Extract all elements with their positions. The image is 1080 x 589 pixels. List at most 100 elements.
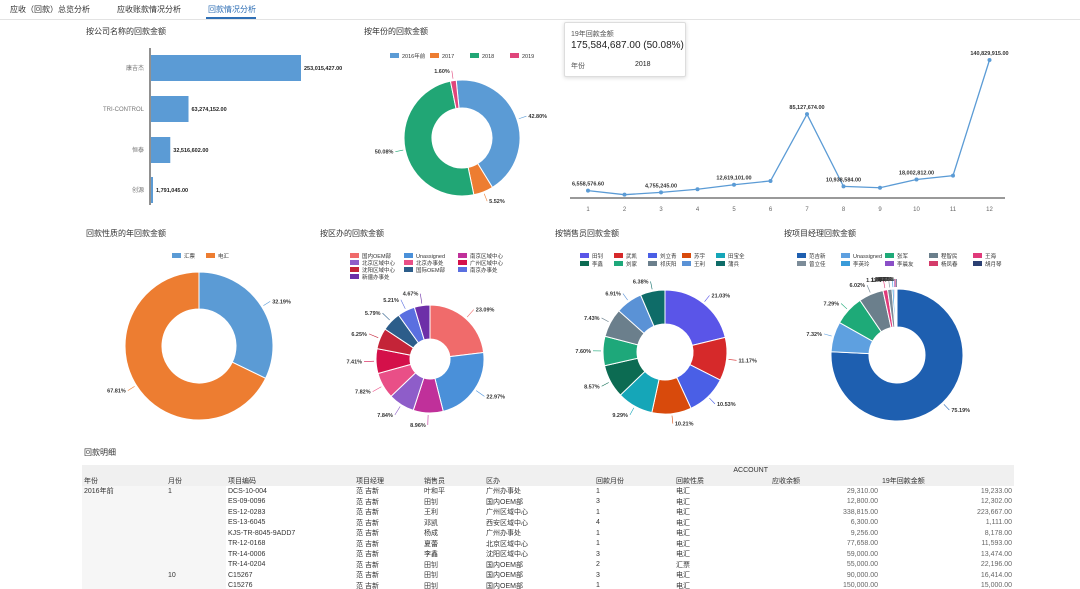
table-cell: 国内OEM部: [486, 498, 523, 506]
table-cell: 3: [596, 571, 600, 579]
manager-data-label: 1.11%: [866, 278, 881, 284]
region-legend-swatch: [458, 253, 467, 258]
month-data-label: 6,558,576.60: [572, 182, 604, 188]
table-cell: TR-14-0204: [228, 561, 266, 569]
table-cell: 范 吉新: [356, 498, 379, 506]
chart-tooltip: 19年回款金额 175,584,687.00 (50.08%) 年份 2018: [564, 22, 686, 77]
month-point: [805, 112, 809, 117]
nature-data-label: 67.81%: [107, 389, 126, 395]
table-cell: 3: [596, 498, 600, 506]
manager-legend-swatch: [797, 261, 806, 266]
table-cell: 6,300.00: [850, 519, 878, 527]
col-header-salesperson[interactable]: 销售员: [422, 475, 484, 486]
table-cell: 范 吉新: [356, 509, 379, 517]
table-cell: 2016年前: [82, 486, 166, 497]
table-row[interactable]: 10 C15267 范 吉新 田钊 国内OEM部 3 电汇 90,000.00 16,414.0…: [82, 570, 1014, 581]
manager-legend-swatch: [929, 261, 938, 266]
year-leader: [451, 70, 454, 79]
year-legend-label: 2019: [522, 54, 534, 60]
table-cell: [166, 580, 226, 589]
col-header-month[interactable]: 月份: [166, 475, 226, 486]
table-cell: 西安区域中心: [486, 519, 528, 527]
sales-data-label: 7.43%: [584, 316, 600, 322]
table-cell: 3: [596, 550, 600, 558]
col-header-manager[interactable]: 项目经理: [354, 475, 422, 486]
sales-leader: [601, 317, 609, 322]
year-slice: [455, 79, 521, 189]
table-row[interactable]: ES-09-0096 范 吉新 田钊 国内OEM部 3 电汇 12,800.00 12,302…: [82, 496, 1014, 507]
table-row[interactable]: TR-14-0204 范 吉新 田钊 国内OEM部 2 汇票 55,000.00 22,196…: [82, 559, 1014, 570]
sales-data-label: 11.17%: [739, 358, 757, 364]
month-tick-label: 2: [623, 207, 627, 213]
region-legend-label: 北京区域中心: [362, 259, 396, 267]
manager-slice: [895, 288, 898, 328]
year-leader: [395, 149, 404, 153]
nature-data-label: 32.19%: [272, 299, 291, 305]
region-data-label: 23.09%: [476, 308, 495, 314]
month-point: [951, 173, 955, 178]
table-row[interactable]: ES-12-0283 范 吉新 王利 广州区域中心 1 电汇 338,815.00 223,6…: [82, 507, 1014, 518]
table-cell: 夏蕾: [424, 540, 438, 548]
col-header-payment-type[interactable]: 回款性质: [674, 475, 770, 486]
month-point: [659, 190, 663, 195]
table-cell: 范 吉新: [356, 551, 379, 559]
table-cell: [166, 528, 226, 539]
table-row[interactable]: TR-12-0168 范 吉新 夏蕾 北京区域中心 1 电汇 77,658.00 11,593…: [82, 538, 1014, 549]
table-cell: 田钊: [424, 561, 438, 569]
col-header-region[interactable]: 区办: [484, 475, 594, 486]
sales-legend-label: 苏宇: [694, 252, 706, 260]
table-row[interactable]: KJS-TR-8045-9ADD7 范 吉新 杨成 广州办事处 1 电汇 9,256.00 8…: [82, 528, 1014, 539]
month-data-label: 140,829,915.00: [970, 51, 1008, 57]
region-leader: [466, 309, 475, 318]
table-cell: [82, 517, 166, 528]
nature-leader: [263, 301, 271, 306]
sales-leader: [622, 293, 628, 301]
region-legend-swatch: [350, 253, 359, 258]
region-data-label: 7.41%: [346, 360, 362, 366]
table-row[interactable]: ES-13-6045 范 吉新 邓凯 西安区域中心 4 电汇 6,300.00 1,111.0…: [82, 517, 1014, 528]
col-header-payment-2019[interactable]: 19年回款金额: [880, 475, 1014, 486]
manager-data-label: 0.47%: [875, 277, 891, 283]
table-cell: 电汇: [676, 582, 690, 589]
tooltip-title: 19年回款金额: [571, 31, 614, 38]
active-tab-indicator: [206, 17, 256, 19]
col-header-project-code[interactable]: 项目编码: [226, 475, 354, 486]
region-legend-label: 国际OEM部: [416, 266, 446, 274]
month-data-label: 4,755,245.00: [645, 183, 677, 189]
company-value-label: 253,015,427.00: [304, 66, 342, 72]
table-row[interactable]: 2016年前 1 DCS-10-004 范 吉新 叶和平 广州办事处 1 电汇 29,310.0…: [82, 486, 1014, 497]
table-cell: ES-09-0096: [228, 498, 266, 506]
table-cell: 广州区域中心: [486, 509, 528, 517]
tab-payment-status[interactable]: 回款情况分析: [208, 5, 256, 14]
account-label: ACCOUNT: [674, 465, 770, 476]
region-legend-swatch: [458, 260, 467, 265]
table-cell: 16,414.00: [980, 571, 1012, 579]
table-cell: TR-12-0168: [228, 540, 266, 548]
table-cell: 田钊: [424, 582, 438, 589]
manager-data-label: 75.19%: [951, 408, 970, 414]
table-row[interactable]: TR-14-0006 范 吉新 李鑫 沈阳区域中心 3 电汇 59,000.00 13,474…: [82, 549, 1014, 560]
manager-data-label: 7.29%: [824, 301, 840, 307]
region-leader: [382, 312, 390, 321]
tab-receivable-overview[interactable]: 应收（回款）总览分析: [10, 5, 90, 14]
table-row[interactable]: C15276 范 吉新 田钊 国内OEM部 1 电汇 150,000.00 15,000.00: [82, 580, 1014, 589]
table-cell: 范 吉新: [356, 572, 379, 580]
table-cell: 电汇: [676, 519, 690, 527]
month-point: [987, 58, 992, 62]
tab-receivable-status[interactable]: 应收账款情况分析: [117, 5, 181, 14]
year-chart-title: 按年份的回款金额: [364, 26, 428, 36]
company-bar: [151, 55, 301, 81]
table-cell: 55,000.00: [846, 561, 878, 569]
sales-legend-swatch: [682, 261, 691, 266]
table-cell: ES-12-0283: [228, 508, 266, 516]
company-category-label: 创源: [132, 186, 144, 194]
company-bar: [151, 96, 189, 122]
region-legend-swatch: [404, 253, 413, 258]
sales-legend-label: 田钊: [592, 252, 603, 260]
col-header-payment-month[interactable]: 回款月份: [594, 475, 674, 486]
year-data-label: 42.80%: [528, 114, 547, 120]
col-header-receivable[interactable]: 应收余额: [770, 475, 880, 486]
sales-legend-label: 蒲兵: [728, 260, 740, 268]
year-slice: [403, 80, 475, 197]
col-header-year[interactable]: 年份: [82, 475, 166, 486]
